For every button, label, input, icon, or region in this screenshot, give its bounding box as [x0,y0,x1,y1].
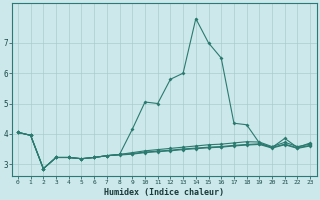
X-axis label: Humidex (Indice chaleur): Humidex (Indice chaleur) [104,188,224,197]
